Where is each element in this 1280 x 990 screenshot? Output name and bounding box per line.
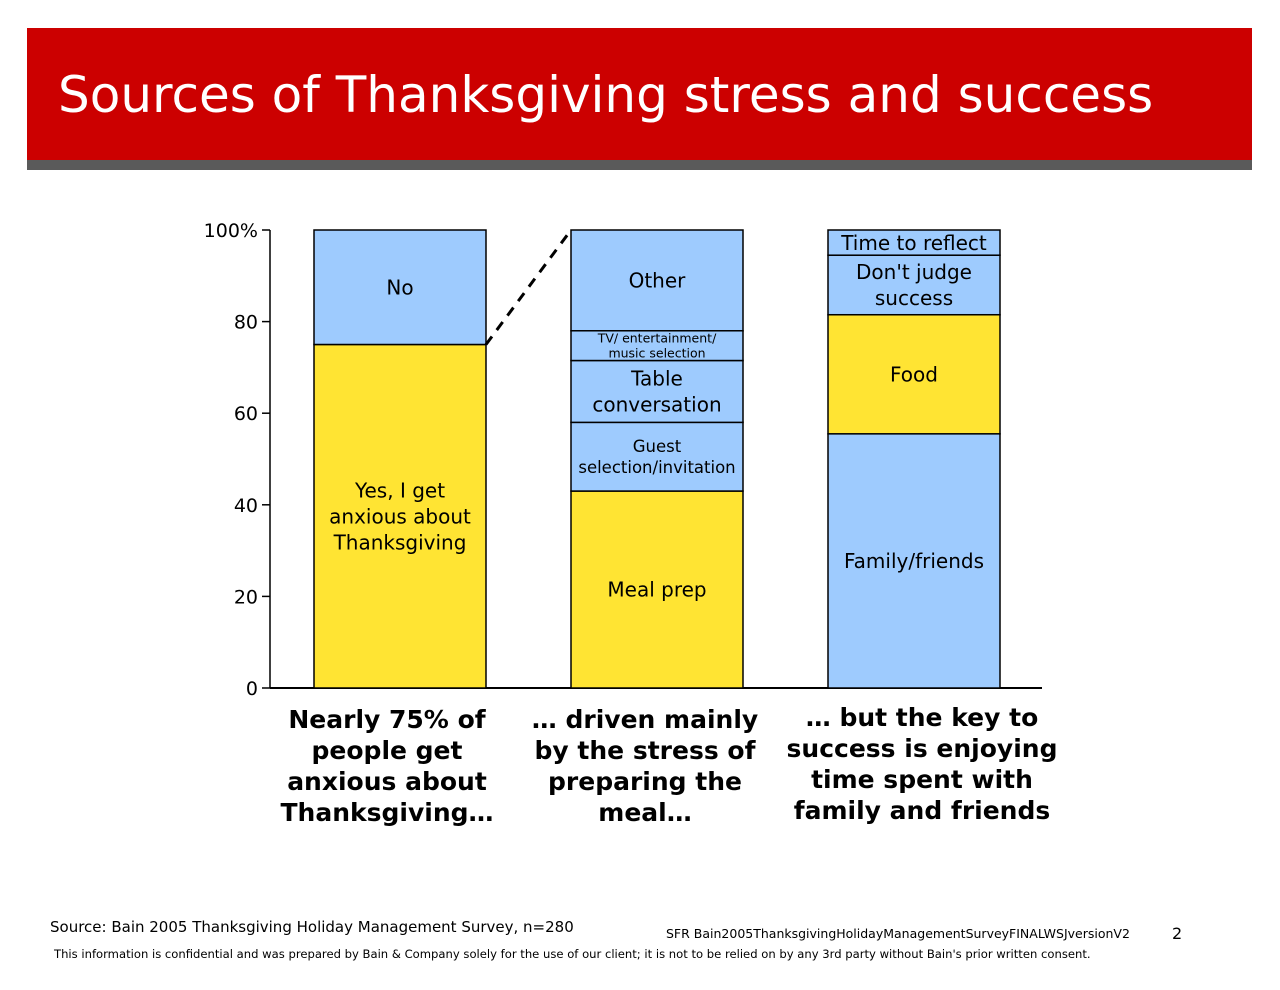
title-bar [27,28,1252,160]
bar-segment [313,343,487,689]
y-tick-label: 0 [246,678,258,700]
bar-segment [313,229,487,346]
bar-segment [827,313,1001,435]
page-number: 2 [1172,924,1183,943]
bar-segment-label: Other [629,269,687,293]
dashed-connector [484,229,573,346]
y-tick-label: 40 [234,495,258,517]
document-id: SFR Bain2005ThanksgivingHolidayManagemen… [666,926,1130,941]
bar-segment [827,433,1001,689]
bar-segment-label: Food [890,362,938,386]
bar-segment-label: Time to reflect [840,231,987,255]
bar-caption: … but the key to success is enjoying time … [786,703,1058,825]
y-tick-label: 100% [204,220,258,242]
bar-segment [570,421,744,492]
bar-segment-label: No [386,275,413,299]
bar-segment [570,359,744,424]
y-tick-label: 20 [234,586,258,608]
bar-segment-label: Yes, I get anxious about Thanksgiving [329,478,471,554]
y-tick-label: 80 [234,312,258,334]
bar-segment-label: Don't judge success [856,260,972,310]
bar-segment [570,229,744,332]
bar-segment-label: Guest selection/invitation [578,437,735,477]
slide-title: Sources of Thanksgiving stress and succe… [58,66,1154,124]
title-underline [27,160,1252,170]
bar-segment [570,490,744,689]
bar-segment-label: Meal prep [607,578,706,602]
confidentiality-disclaimer: This information is confidential and was… [54,947,1091,961]
bar-segment-label: TV/ entertainment/music selection [597,331,717,361]
bar-caption: Nearly 75% of people get anxious about Than… [280,705,494,827]
bar-segment [827,229,1001,256]
bar-segment-label: Family/friends [844,549,984,573]
bar-segment [570,330,744,362]
source-note: Source: Bain 2005 Thanksgiving Holiday M… [50,918,574,936]
bar-segment-label: Table conversation [592,367,721,417]
y-tick-label: 60 [234,403,258,425]
bar-caption: … driven mainly by the stress of preparing… [531,705,759,827]
